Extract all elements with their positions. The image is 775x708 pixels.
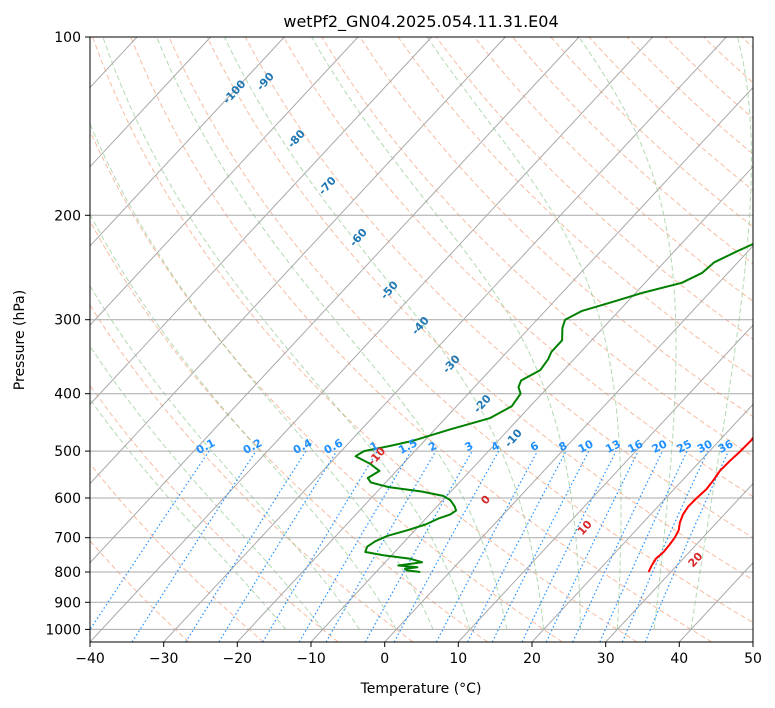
mixing-ratio-line: [435, 450, 539, 642]
dry-adiabat: [130, 37, 712, 642]
dry-adiabat: [359, 37, 753, 418]
dry-adiabat: [168, 37, 753, 624]
moist-adiabat: [90, 284, 360, 630]
moist-adiabat: [223, 37, 545, 630]
isotherm-line: [384, 245, 753, 642]
mixing-ratio-label: 36: [716, 437, 736, 456]
mixing-ratio-label: 30: [695, 437, 715, 456]
moist-adiabat: [578, 37, 677, 630]
mixing-ratio-line: [131, 450, 257, 642]
dry-adiabat: [474, 37, 753, 302]
x-tick-label: 0: [380, 651, 389, 667]
mixing-ratio-label: 20: [650, 437, 670, 456]
chart-title: wetPf2_GN04.2025.054.11.31.E04: [283, 12, 558, 32]
moist-adiabat: [90, 345, 324, 630]
mixing-ratio-label: 13: [603, 437, 623, 456]
mixing-ratio-label: 25: [674, 437, 694, 456]
isotherm-line: [605, 482, 753, 642]
mixing-ratio-line: [185, 450, 307, 642]
x-tick-label: 10: [449, 651, 467, 667]
x-tick-label: −40: [75, 651, 105, 667]
isotherm-line: [457, 324, 753, 642]
mixing-ratio-line: [218, 450, 338, 642]
y-tick-label: 600: [54, 491, 81, 507]
y-tick-label: 200: [54, 208, 81, 224]
moist-adiabat: [426, 37, 622, 630]
mixing-ratio-label: 16: [626, 437, 646, 456]
y-tick-label: 1000: [45, 622, 81, 638]
x-tick-label: 30: [597, 651, 615, 667]
isotherm-line: [236, 86, 753, 642]
isotherm-line: [90, 37, 506, 485]
x-axis-title: Temperature (°C): [360, 681, 482, 697]
y-tick-label: 100: [54, 30, 81, 46]
x-tick-label: −20: [223, 651, 253, 667]
y-tick-label: 700: [54, 531, 81, 547]
isotherm-line: [90, 37, 359, 326]
y-axis-title: Pressure (hPa): [12, 290, 28, 390]
moist-adiabat: [102, 37, 471, 630]
y-tick-label: 800: [54, 565, 81, 581]
mixing-ratio-label: 10: [576, 437, 596, 456]
y-tick-label: 900: [54, 595, 81, 611]
mixing-ratio-line: [644, 450, 729, 642]
x-tick-label: 40: [670, 651, 688, 667]
mixing-ratio-line: [621, 450, 709, 642]
plot-frame: [89, 36, 754, 643]
isotherm-line: [90, 37, 653, 642]
mixing-ratio-line: [393, 450, 500, 642]
mixing-ratio-line: [521, 450, 617, 642]
temperature-profile-line: [647, 436, 753, 573]
x-tick-label: −10: [296, 651, 326, 667]
moist-adiabat: [90, 122, 434, 630]
dry-adiabat: [90, 304, 414, 642]
x-tick-label: 20: [523, 651, 541, 667]
isotherm-line: [90, 37, 211, 168]
dry-adiabat: [321, 37, 753, 457]
dry-adiabat: [90, 462, 264, 642]
isotherm-line: [90, 37, 580, 564]
isotherm-line: [90, 37, 285, 247]
x-tick-label: 50: [744, 651, 762, 667]
isotherm-line: [163, 37, 727, 642]
moist-adiabat: [90, 213, 397, 630]
dry-adiabat: [90, 129, 563, 642]
x-tick-label: −30: [149, 651, 179, 667]
profile-lines: [354, 242, 753, 573]
isotherm-line: [310, 165, 753, 642]
dry-adiabat: [90, 539, 190, 642]
y-tick-label: 300: [54, 313, 81, 329]
dry-adiabat: [435, 37, 753, 340]
moist-adiabat: [311, 37, 581, 630]
mixing-ratio-line: [90, 450, 210, 631]
axis-ticks: −40 −30 −20 −10 0 10 20 30 40 50 1000 900 800 700 600 5…: [45, 30, 762, 667]
dry-adiabat: [92, 37, 638, 642]
isotherm-line: [531, 403, 753, 642]
y-tick-label: 500: [54, 444, 81, 460]
y-tick-label: 400: [54, 387, 81, 403]
isotherm-line: [90, 37, 432, 406]
mixing-ratio-line: [491, 450, 590, 642]
dry-adiabat: [90, 219, 488, 642]
dry-adiabat: [283, 37, 753, 498]
moist-adiabat: [156, 37, 508, 630]
dewpoint-profile-line: [354, 242, 753, 573]
